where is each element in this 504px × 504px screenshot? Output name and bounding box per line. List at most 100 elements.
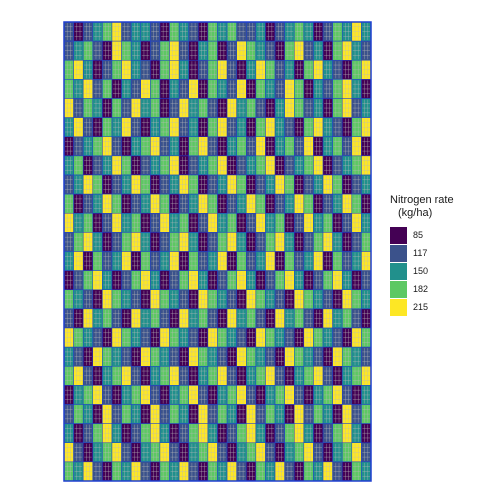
- plot-cell: [284, 117, 295, 137]
- plot-cell: [284, 98, 295, 118]
- plot-cell: [111, 232, 122, 252]
- plot-cell: [294, 174, 305, 195]
- plot-cell: [341, 40, 353, 61]
- plot-cell: [322, 251, 333, 271]
- plot-cell: [111, 327, 122, 348]
- plot-cell: [169, 385, 180, 405]
- plot-cell: [82, 21, 94, 42]
- plot-cell: [341, 346, 353, 367]
- plot-cell: [198, 404, 209, 424]
- plot-cell: [332, 213, 343, 233]
- plot-cell: [198, 79, 209, 99]
- plot-cell: [332, 404, 343, 424]
- plot-cell: [294, 423, 305, 443]
- plot-cell: [274, 289, 285, 310]
- plot-cell: [102, 79, 113, 99]
- plot-cell: [121, 136, 132, 157]
- plot-cell: [351, 308, 362, 329]
- plot-cell: [150, 155, 161, 176]
- plot-cell: [246, 346, 257, 367]
- plot-cell: [82, 251, 94, 271]
- plot-cell: [92, 251, 103, 271]
- plot-cell: [198, 327, 209, 348]
- plot-cell: [92, 174, 103, 195]
- plot-cell: [63, 442, 74, 463]
- plot-cell: [274, 79, 285, 99]
- plot-cell: [92, 346, 103, 367]
- plot-cell: [284, 60, 295, 80]
- plot-cell: [111, 423, 122, 443]
- plot-cell: [361, 404, 372, 424]
- plot-cell: [92, 270, 103, 290]
- plot-cell: [207, 40, 218, 61]
- plot-cell: [265, 346, 276, 367]
- plot-cell: [284, 213, 295, 233]
- plot-cell: [150, 366, 161, 386]
- plot-cell: [150, 346, 161, 367]
- plot-cell: [226, 366, 237, 386]
- plot-cell: [341, 60, 353, 80]
- plot-cell: [130, 366, 141, 386]
- plot-cell: [169, 423, 180, 443]
- plot-cell: [111, 60, 122, 80]
- plot-cell: [207, 21, 218, 42]
- plot-cell: [92, 40, 103, 61]
- plot-cell: [361, 40, 372, 61]
- plot-cell: [351, 423, 362, 443]
- plot-cell: [274, 270, 285, 290]
- plot-cell: [322, 404, 333, 424]
- plot-cell: [217, 327, 228, 348]
- plot-cell: [303, 117, 314, 137]
- plot-cell: [140, 308, 151, 329]
- plot-cell: [207, 193, 218, 214]
- plot-cell: [207, 155, 218, 176]
- plot-cell: [73, 174, 84, 195]
- plot-cell: [265, 366, 276, 386]
- plot-cell: [178, 136, 189, 157]
- plot-cell: [121, 366, 132, 386]
- plot-cell: [246, 251, 257, 271]
- plot-cell: [236, 327, 247, 348]
- plot-cell: [236, 21, 247, 42]
- plot-cell: [361, 98, 372, 118]
- plot-cell: [198, 155, 209, 176]
- plot-cell: [341, 327, 353, 348]
- plot-cell: [255, 289, 266, 310]
- plot-cell: [178, 366, 189, 386]
- plot-cell: [236, 193, 247, 214]
- plot-cell: [130, 289, 141, 310]
- plot-cell: [217, 346, 228, 367]
- plot-cell: [322, 21, 333, 42]
- plot-cell: [246, 79, 257, 99]
- plot-cell: [102, 60, 113, 80]
- plot-cell: [246, 232, 257, 252]
- plot-cell: [178, 404, 189, 424]
- plot-cell: [303, 308, 314, 329]
- plot-cell: [150, 213, 161, 233]
- plot-cell: [63, 423, 74, 443]
- plot-cell: [169, 346, 180, 367]
- plot-cell: [63, 232, 74, 252]
- plot-cell: [332, 289, 343, 310]
- plot-cell: [274, 232, 285, 252]
- plot-cell: [236, 98, 247, 118]
- plot-cell: [207, 117, 218, 137]
- plot-cell: [63, 136, 74, 157]
- plot-cell: [150, 327, 161, 348]
- plot-cell: [322, 327, 333, 348]
- plot-cell: [169, 232, 180, 252]
- plot-cell: [361, 346, 372, 367]
- plot-cell: [121, 346, 132, 367]
- plot-cell: [246, 270, 257, 290]
- plot-cell: [150, 193, 161, 214]
- plot-cell: [111, 79, 122, 99]
- plot-cell: [130, 174, 141, 195]
- plot-cell: [102, 289, 113, 310]
- plot-cell: [82, 270, 94, 290]
- plot-cell: [140, 117, 151, 137]
- plot-cell: [198, 270, 209, 290]
- plot-cell: [361, 423, 372, 443]
- plot-cell: [313, 174, 324, 195]
- plot-cell: [313, 193, 324, 214]
- plot-cell: [265, 98, 276, 118]
